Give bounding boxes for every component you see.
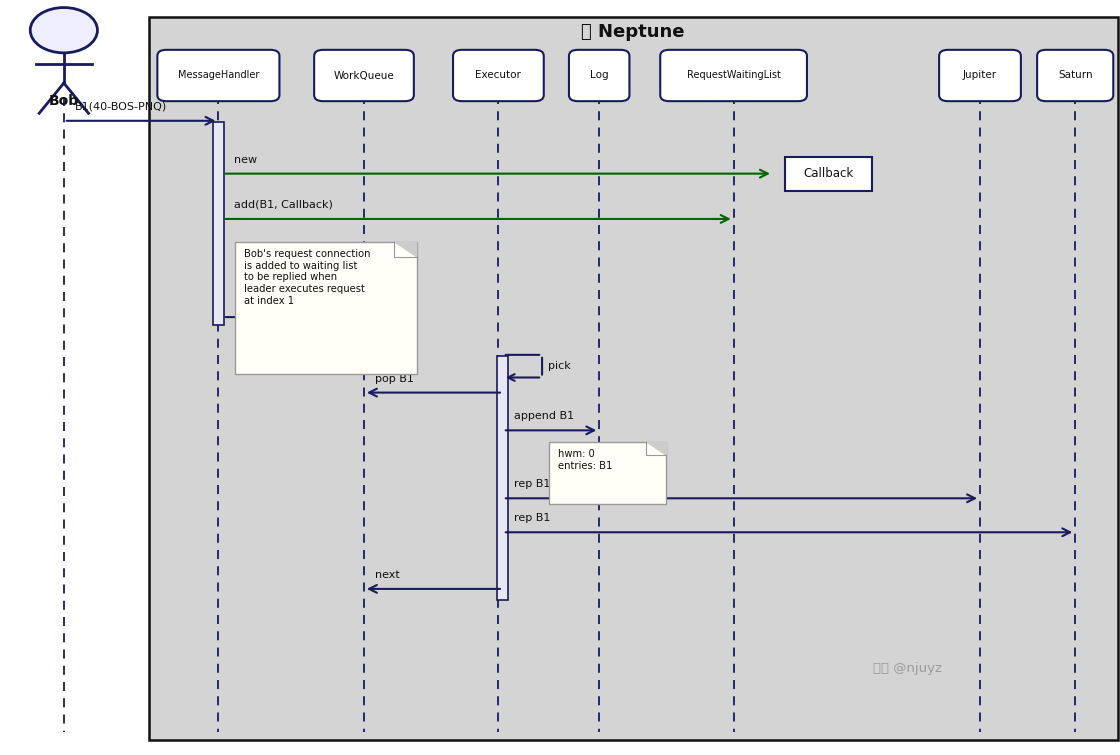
Text: 知乎 @njuyz: 知乎 @njuyz — [872, 661, 942, 675]
FancyBboxPatch shape — [661, 50, 806, 101]
FancyBboxPatch shape — [452, 50, 544, 101]
FancyBboxPatch shape — [1037, 50, 1113, 101]
Bar — [497, 356, 508, 600]
Text: MessageHandler: MessageHandler — [178, 70, 259, 81]
Bar — [213, 122, 224, 325]
Text: pop B1: pop B1 — [375, 374, 414, 384]
Text: RequestWaitingList: RequestWaitingList — [687, 70, 781, 81]
Polygon shape — [646, 442, 666, 455]
Text: rep B1: rep B1 — [514, 513, 550, 523]
Text: add(B1, Callback): add(B1, Callback) — [234, 200, 333, 210]
Circle shape — [30, 8, 97, 53]
Polygon shape — [394, 242, 417, 257]
Text: Bob: Bob — [49, 94, 78, 109]
Bar — [149, 17, 1118, 740]
Bar — [785, 156, 872, 190]
Text: WorkQueue: WorkQueue — [334, 70, 394, 81]
Text: Callback: Callback — [804, 167, 853, 180]
Bar — [549, 442, 666, 504]
Text: pick: pick — [548, 361, 570, 371]
Text: B1(40-BOS-PNQ): B1(40-BOS-PNQ) — [75, 102, 167, 112]
Text: append B1: append B1 — [514, 411, 575, 421]
Text: Bob's request connection
is added to waiting list
to be replied when
leader exec: Bob's request connection is added to wai… — [244, 249, 371, 306]
Text: hwm: 0
entries: B1: hwm: 0 entries: B1 — [558, 449, 613, 471]
Text: append(B1): append(B1) — [234, 298, 299, 308]
Text: new: new — [234, 155, 258, 165]
FancyBboxPatch shape — [157, 50, 280, 101]
Text: Saturn: Saturn — [1058, 70, 1092, 81]
Text: Jupiter: Jupiter — [963, 70, 997, 81]
FancyBboxPatch shape — [939, 50, 1021, 101]
Bar — [235, 242, 417, 374]
Text: Log: Log — [590, 70, 608, 81]
FancyBboxPatch shape — [314, 50, 414, 101]
FancyBboxPatch shape — [569, 50, 629, 101]
Text: rep B1: rep B1 — [514, 479, 550, 489]
Text: next: next — [375, 570, 400, 580]
Text: 🌟 Neptune: 🌟 Neptune — [581, 23, 684, 41]
Text: Executor: Executor — [476, 70, 521, 81]
